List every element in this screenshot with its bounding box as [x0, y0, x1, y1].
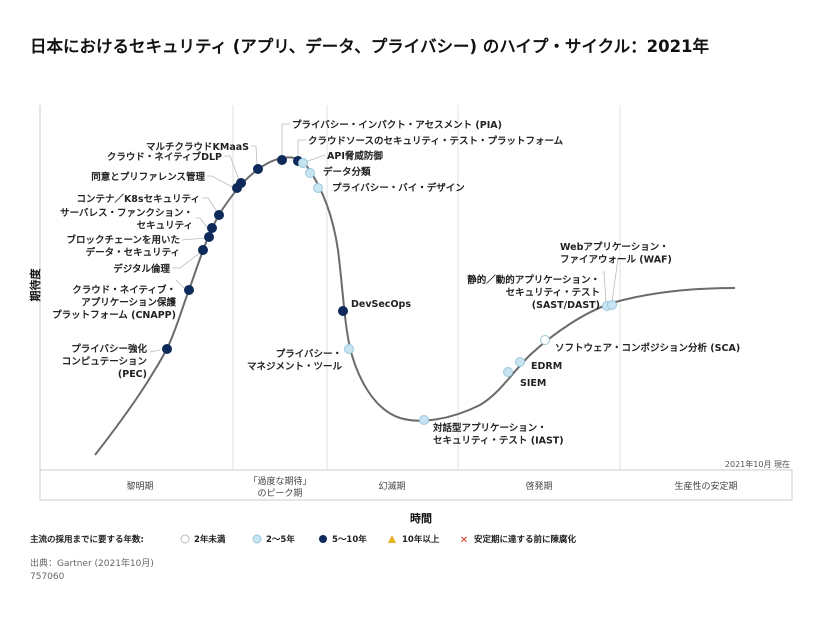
- technology-label: マルチクラウドKMaaS: [146, 142, 249, 153]
- technology-label: プライバシー・バイ・デザイン: [332, 182, 465, 194]
- technology-marker: [338, 306, 348, 316]
- technology-marker: [277, 155, 287, 165]
- legend-triangle-icon: [388, 535, 396, 543]
- technology-marker: [204, 232, 214, 242]
- technology-marker: [198, 245, 208, 255]
- technology-marker: [214, 210, 224, 220]
- x-axis-label: 時間: [410, 511, 432, 525]
- legend-navy-circle-icon: [319, 535, 327, 543]
- legend-item: 2年未満: [194, 534, 226, 545]
- technology-label: プラットフォーム (CNAPP): [52, 309, 176, 321]
- technology-label: (PEC): [118, 369, 147, 380]
- technology-label: プライバシー・インパクト・アセスメント (PIA): [292, 119, 502, 131]
- technology-label: 対話型アプリケーション・: [432, 422, 547, 434]
- y-axis-label: 期待度: [28, 268, 42, 302]
- technology-marker: [298, 158, 308, 168]
- technology-label: データ・セキュリティ: [86, 247, 180, 259]
- technology-label: コンテナ／K8sセキュリティ: [76, 193, 200, 205]
- technology-label: セキュリティ・テスト (IAST): [433, 436, 564, 447]
- phase-peak-line1: 「過度な期待」: [248, 475, 311, 487]
- page-title: 日本におけるセキュリティ (アプリ、データ、プライバシー) のハイプ・サイクル：…: [30, 36, 710, 56]
- technology-marker: [162, 344, 172, 354]
- phase-peak-line2: のピーク期: [257, 488, 302, 499]
- technology-label: セキュリティ: [137, 221, 193, 232]
- technology-label: 静的／動的アプリケーション・: [467, 274, 600, 286]
- technology-label: SIEM: [520, 378, 546, 389]
- technology-label: サーバレス・ファンクション・: [60, 207, 193, 219]
- legend-light-circle-icon: [252, 534, 262, 544]
- technology-marker: [207, 223, 217, 233]
- technology-label: ソフトウェア・コンポジション分析 (SCA): [555, 342, 740, 354]
- leader-lines: [149, 123, 619, 353]
- technology-marker: [236, 178, 246, 188]
- technology-label: ブロックチェーンを用いた: [66, 234, 180, 246]
- technology-marker: [540, 335, 550, 345]
- technology-marker: [184, 285, 194, 295]
- technology-marker: [253, 164, 263, 174]
- technology-label: クラウドソースのセキュリティ・テスト・プラットフォーム: [308, 135, 564, 147]
- legend-x-icon: ✕: [460, 535, 468, 546]
- technology-label: API脅威防御: [327, 150, 383, 162]
- legend: 主流の採用までに要する年数: 2年未満 2～5年 5～10年 10年以上 ✕ 安…: [30, 534, 577, 546]
- document-id: 757060: [30, 572, 65, 582]
- technology-label: セキュリティ・テスト: [506, 288, 600, 299]
- technology-marker: [607, 300, 617, 310]
- legend-item: 10年以上: [402, 534, 440, 545]
- legend-item: 2～5年: [266, 534, 295, 545]
- technology-marker: [503, 367, 513, 377]
- legend-item: 安定期に達する前に陳腐化: [474, 534, 577, 545]
- technology-label: プライバシー・: [276, 348, 342, 360]
- legend-title: 主流の採用までに要する年数:: [30, 534, 144, 545]
- technology-label: マネジメント・ツール: [247, 362, 343, 373]
- technology-label: DevSecOps: [351, 299, 411, 310]
- technology-marker: [344, 344, 354, 354]
- technology-label: 同意とプリファレンス管理: [91, 171, 205, 183]
- technology-marker: [313, 183, 323, 193]
- phase-trough: 幻滅期: [378, 480, 405, 492]
- chart-frame: [39, 105, 793, 501]
- technology-label: データ分類: [323, 166, 371, 178]
- technology-markers: [162, 155, 617, 425]
- technology-label: Webアプリケーション・: [560, 241, 669, 253]
- technology-label: クラウド・ネイティブ・: [72, 284, 176, 296]
- technology-label: アプリケーション保護: [81, 297, 176, 309]
- technology-label: コンピュテーション: [62, 356, 147, 368]
- technology-label: (SAST/DAST): [532, 300, 600, 311]
- technology-label: クラウド・ネイティブDLP: [107, 151, 222, 163]
- technology-marker: [515, 357, 525, 367]
- technology-label: ファイアウォール (WAF): [560, 255, 672, 266]
- phase-plateau: 生産性の安定期: [674, 480, 737, 492]
- legend-white-circle-icon: [180, 534, 190, 544]
- legend-item: 5～10年: [332, 534, 367, 545]
- source-note: 出典：Gartner (2021年10月): [30, 557, 154, 569]
- phase-slope: 啓発期: [525, 480, 552, 492]
- as-of-date: 2021年10月 現在: [725, 459, 790, 469]
- technology-marker: [305, 168, 315, 178]
- technology-label: プライバシー強化: [71, 343, 147, 355]
- phase-innovation-trigger: 黎明期: [126, 480, 153, 492]
- technology-label: EDRM: [531, 361, 562, 372]
- technology-marker: [419, 415, 429, 425]
- technology-label: デジタル倫理: [113, 263, 170, 275]
